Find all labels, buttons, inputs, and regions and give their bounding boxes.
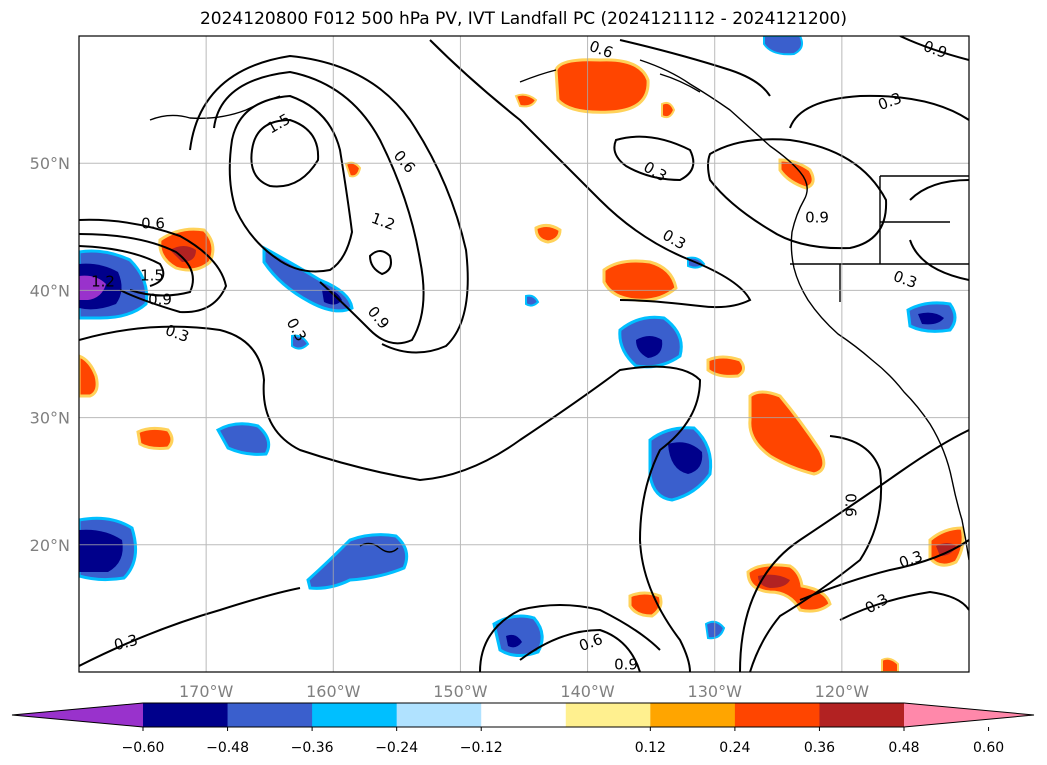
- longitude-tick-label: 170°W: [179, 682, 234, 701]
- dark-red-patch: [936, 543, 956, 556]
- negative-patch: [763, 36, 803, 56]
- longitude-tick-label: 160°W: [306, 682, 361, 701]
- colorbar-tick-label: 0.12: [635, 740, 666, 756]
- colorbar-tick-label: 0.36: [804, 740, 835, 756]
- negative-patch: [215, 422, 271, 456]
- map-frame: [78, 35, 970, 673]
- negative-patch: [636, 336, 663, 358]
- contour-label: 0.9: [614, 656, 638, 674]
- colorbar-segment: [312, 703, 398, 727]
- longitude-tick-label: 140°W: [560, 682, 615, 701]
- positive-patch: [79, 354, 99, 398]
- negative-patch: [322, 289, 342, 305]
- colorbar-segment: [396, 703, 482, 727]
- shaded-patches: [79, 36, 965, 672]
- colorbar-tick-label: −0.12: [460, 740, 503, 756]
- contour-label: 0.6: [842, 493, 860, 517]
- negative-patch: [492, 614, 544, 657]
- negative-patch: [79, 275, 106, 300]
- positive-patch: [136, 426, 174, 450]
- contour-label: 0.9: [148, 291, 172, 309]
- colorbar-segment: [565, 703, 651, 727]
- colorbar-labels: −0.60 −0.48 −0.36 −0.24 −0.12 0.12 0.24 0.36 0.4…: [122, 740, 1005, 756]
- latitude-tick-label: 20°N: [30, 536, 70, 555]
- longitude-tick-label: 120°W: [815, 682, 870, 701]
- map-title: 2024120800 F012 500 hPa PV, IVT Landfall…: [199, 9, 847, 29]
- colorbar-segment: [650, 703, 736, 727]
- positive-patch: [706, 355, 745, 378]
- colorbar-segment: [227, 703, 313, 727]
- colorbar-segment: [819, 703, 905, 727]
- colorbar-tick-label: 0.24: [719, 740, 750, 756]
- dark-red-patch: [170, 246, 196, 262]
- colorbar-tick-label: −0.60: [122, 740, 165, 756]
- contour-label: 0.6: [141, 215, 165, 233]
- negative-patch: [79, 529, 123, 572]
- colorbar-extend-low: [12, 703, 143, 727]
- negative-patch: [918, 312, 944, 325]
- positive-patch: [628, 591, 663, 618]
- coastlines: [149, 59, 969, 561]
- positive-patch: [661, 101, 676, 119]
- colorbar-segment: [481, 703, 567, 727]
- positive-patch: [881, 657, 899, 672]
- colorbar-tick-label: 0.60: [973, 740, 1004, 756]
- contour-label: 0.9: [805, 209, 829, 227]
- contour-label: 1.2: [91, 273, 115, 291]
- positive-patch: [534, 223, 562, 244]
- contour-label: 1.5: [140, 267, 164, 285]
- colorbar: [11, 702, 1035, 731]
- gridlines: [79, 36, 969, 672]
- latitude-labels: 20°N 30°N 40°N 50°N: [30, 154, 70, 555]
- longitude-tick-label: 150°W: [433, 682, 488, 701]
- negative-patch: [506, 634, 522, 648]
- latitude-tick-label: 30°N: [30, 409, 70, 428]
- negative-patch: [668, 442, 703, 474]
- colorbar-extend-high: [904, 703, 1034, 727]
- colorbar-tick-label: −0.24: [375, 740, 418, 756]
- negative-patch: [525, 294, 540, 307]
- latitude-tick-label: 50°N: [30, 154, 70, 173]
- positive-patch: [514, 93, 538, 108]
- positive-patch: [748, 390, 826, 476]
- colorbar-segment: [143, 703, 229, 727]
- longitude-tick-label: 130°W: [688, 682, 743, 701]
- dark-red-patch: [758, 574, 790, 588]
- colorbar-tick-label: 0.48: [888, 740, 919, 756]
- colorbar-tick-label: −0.36: [291, 740, 334, 756]
- colorbar-tick-label: −0.48: [206, 740, 249, 756]
- contour-label: 0.3: [112, 631, 140, 655]
- map-background: [79, 36, 969, 672]
- colorbar-segment: [734, 703, 820, 727]
- longitude-labels: 170°W 160°W 150°W 140°W 130°W 120°W: [179, 682, 869, 701]
- latitude-tick-label: 40°N: [30, 281, 70, 300]
- positive-patch: [554, 58, 650, 114]
- negative-patch: [291, 334, 310, 350]
- negative-patch: [306, 533, 409, 590]
